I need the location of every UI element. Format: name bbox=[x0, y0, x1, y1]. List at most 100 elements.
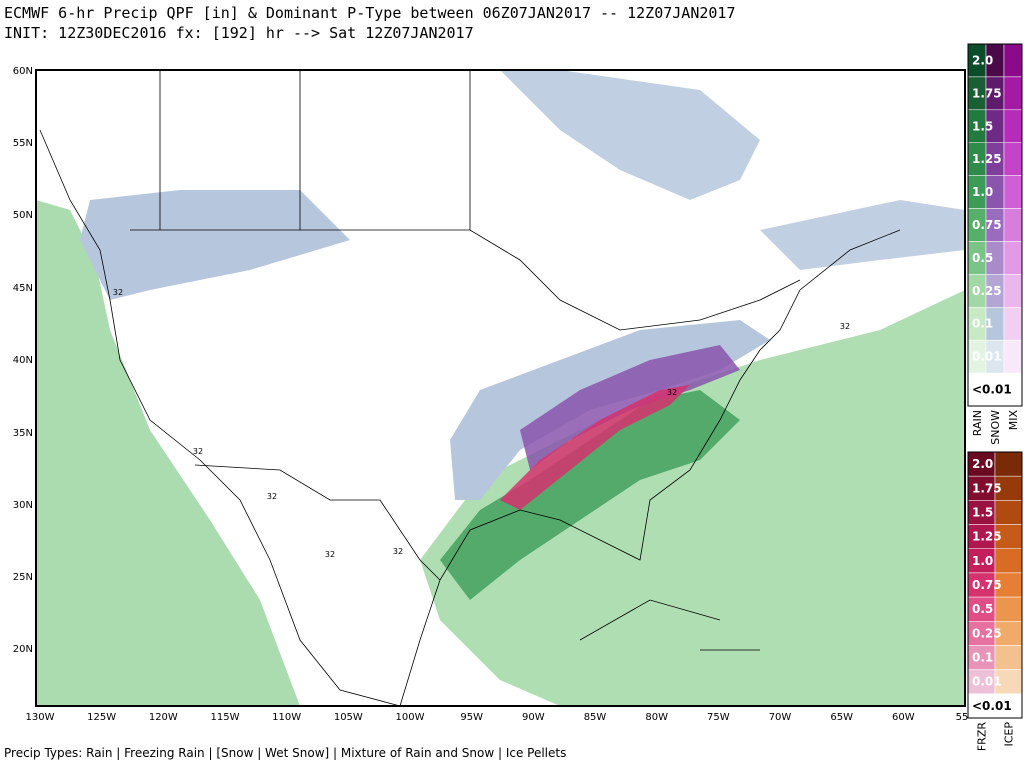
legend-value: 2.0 bbox=[972, 457, 993, 471]
freezing-rain-area bbox=[500, 385, 690, 510]
legend-swatch bbox=[1003, 241, 1023, 275]
legend-value: 1.5 bbox=[972, 505, 993, 519]
lat-label: 30N bbox=[13, 500, 33, 511]
legend-swatch bbox=[1003, 208, 1023, 242]
contour-label: 32 bbox=[325, 550, 335, 559]
legend-value: 0.25 bbox=[972, 284, 1002, 298]
lon-label: 120W bbox=[149, 712, 178, 723]
legend-swatch bbox=[967, 572, 996, 598]
legend-value: 0.75 bbox=[972, 218, 1002, 232]
snow-area bbox=[760, 200, 965, 270]
legend-column-label: ICEP bbox=[1003, 722, 1016, 747]
snow-area bbox=[80, 190, 350, 300]
legend-swatch bbox=[1003, 43, 1023, 78]
legend-swatch bbox=[994, 475, 1023, 501]
legend-swatch bbox=[994, 693, 1023, 719]
legend-swatch bbox=[1003, 175, 1023, 209]
lon-label: 125W bbox=[87, 712, 116, 723]
lon-label: 80W bbox=[645, 712, 668, 723]
legend-value: 0.01 bbox=[972, 675, 1002, 689]
snow-area bbox=[500, 70, 760, 200]
contour-label: 32 bbox=[267, 492, 277, 501]
coastline bbox=[39, 129, 401, 707]
lon-label: 110W bbox=[272, 712, 301, 723]
lon-label: 105W bbox=[334, 712, 363, 723]
rain-area bbox=[420, 290, 965, 706]
legend-swatch bbox=[994, 451, 1023, 477]
legend-swatch bbox=[994, 596, 1023, 622]
legend-value: 0.1 bbox=[972, 317, 993, 331]
lat-label: 45N bbox=[13, 283, 33, 294]
lat-label: 50N bbox=[13, 210, 33, 221]
legend-swatch bbox=[994, 572, 1023, 598]
legend-value: <0.01 bbox=[972, 699, 1012, 713]
lon-label: 90W bbox=[522, 712, 545, 723]
legend-value: 0.25 bbox=[972, 626, 1002, 640]
legend-swatch bbox=[1003, 76, 1023, 111]
map-frame bbox=[35, 69, 966, 707]
lon-label: 55 bbox=[956, 712, 969, 723]
legend-swatch bbox=[994, 621, 1023, 646]
lon-label: 85W bbox=[584, 712, 607, 723]
border bbox=[194, 464, 441, 581]
border bbox=[130, 229, 801, 331]
lat-label: 35N bbox=[13, 428, 33, 439]
lon-label: 115W bbox=[211, 712, 240, 723]
legend-value: 1.25 bbox=[972, 530, 1002, 544]
footer: Precip Types: Rain | Freezing Rain | [Sn… bbox=[4, 746, 566, 760]
lat-label: 55N bbox=[13, 138, 33, 149]
legend-value: 0.5 bbox=[972, 251, 993, 265]
legend-value: 2.0 bbox=[972, 53, 993, 67]
coastline bbox=[399, 229, 901, 707]
lon-label: 65W bbox=[830, 712, 853, 723]
legend-column-label: RAIN bbox=[971, 410, 984, 436]
title: ECMWF 6-hr Precip QPF [in] & Dominant P-… bbox=[4, 4, 736, 22]
border bbox=[159, 70, 471, 230]
contour-label: 32 bbox=[667, 388, 677, 397]
legend-swatch bbox=[994, 645, 1023, 670]
legend-value: 0.1 bbox=[972, 651, 993, 665]
lat-label: 25N bbox=[13, 572, 33, 583]
legend-swatch bbox=[1003, 339, 1023, 374]
legend-column-label: SNOW bbox=[989, 410, 1002, 445]
legend-value: 1.5 bbox=[972, 119, 993, 133]
legend-swatch bbox=[967, 500, 996, 525]
contour-label: 32 bbox=[113, 288, 123, 297]
legend-value: <0.01 bbox=[972, 383, 1012, 397]
lat-label: 60N bbox=[13, 66, 33, 77]
coastline bbox=[579, 599, 760, 651]
contour-label: 32 bbox=[840, 322, 850, 331]
lon-label: 95W bbox=[460, 712, 483, 723]
legend-frame bbox=[967, 451, 1023, 719]
lon-label: 75W bbox=[707, 712, 730, 723]
legend-value: 0.75 bbox=[972, 578, 1002, 592]
legend-value: 0.01 bbox=[972, 350, 1002, 364]
lon-label: 130W bbox=[26, 712, 55, 723]
legend-swatch bbox=[1003, 142, 1023, 176]
rain-heavy-area bbox=[440, 390, 740, 600]
legend-value: 0.5 bbox=[972, 602, 993, 616]
legend-value: 1.75 bbox=[972, 481, 1002, 495]
subtitle: INIT: 12Z30DEC2016 fx: [192] hr --> Sat … bbox=[4, 24, 474, 42]
lat-label: 20N bbox=[13, 644, 33, 655]
legend-swatch bbox=[967, 669, 996, 695]
lon-label: 70W bbox=[769, 712, 792, 723]
legend-swatch bbox=[1003, 274, 1023, 308]
legend-swatch bbox=[994, 500, 1023, 525]
legend-swatch bbox=[1003, 307, 1023, 341]
legend-swatch bbox=[967, 451, 996, 477]
contour-label: 32 bbox=[193, 447, 203, 456]
legend-swatch bbox=[994, 548, 1023, 574]
legend-value: 1.0 bbox=[972, 185, 993, 199]
legend-value: 1.25 bbox=[972, 152, 1002, 166]
legend-value: 1.75 bbox=[972, 86, 1002, 100]
legend-column-label: FRZR bbox=[976, 722, 989, 752]
lon-label: 100W bbox=[396, 712, 425, 723]
rain-area bbox=[36, 200, 300, 706]
legend-swatch bbox=[1003, 109, 1023, 143]
legend-value: 1.0 bbox=[972, 554, 993, 568]
legend-column-label: MIX bbox=[1007, 410, 1020, 431]
lon-label: 60W bbox=[892, 712, 915, 723]
map bbox=[35, 69, 966, 707]
